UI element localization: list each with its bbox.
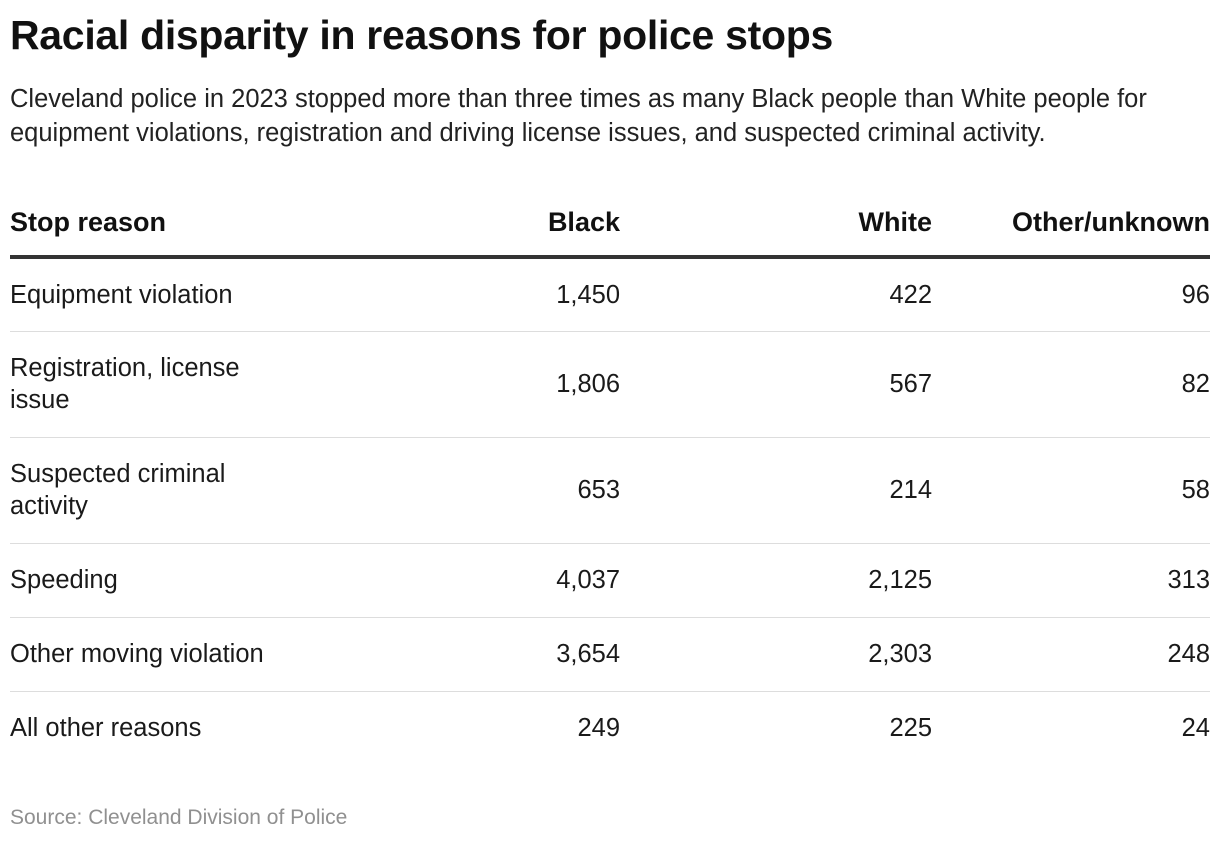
cell-black: 249	[577, 714, 620, 743]
table-row: Registration, license issue 1,806 567 82	[10, 331, 1210, 438]
cell-stop-reason: Speeding	[10, 543, 295, 618]
column-header-black: Black	[295, 190, 620, 259]
cell-white: 214	[620, 437, 932, 544]
cell-other-unknown: 24	[1181, 714, 1210, 743]
cell-stop-reason: Equipment violation	[10, 257, 295, 332]
cell-white: 225	[889, 714, 932, 743]
cell-black: 1,806	[295, 331, 620, 438]
cell-stop-reason: All other reasons	[10, 714, 202, 743]
cell-stop-reason: Other moving violation	[10, 617, 295, 692]
column-header-stop-reason: Stop reason	[10, 190, 295, 259]
cell-white: 2,303	[620, 617, 932, 692]
cell-other-unknown: 96	[932, 257, 1210, 332]
column-header-other-unknown: Other/unknown	[932, 190, 1210, 259]
cell-black: 1,450	[295, 257, 620, 332]
cell-white: 2,125	[620, 543, 932, 618]
cell-stop-reason: Registration, license issue	[10, 331, 295, 438]
column-header-white: White	[620, 190, 932, 259]
source-note: Source: Cleveland Division of Police	[10, 806, 348, 829]
cell-black: 4,037	[295, 543, 620, 618]
cell-stop-reason: Suspected criminal activity	[10, 437, 295, 544]
header-row: Stop reason Black White Other/unknown	[10, 190, 1210, 259]
cell-other-unknown: 248	[932, 617, 1210, 692]
cell-stop-reason-text: Suspected criminal activity	[10, 460, 226, 520]
cell-other-unknown: 82	[932, 331, 1210, 438]
table-row: Speeding 4,037 2,125 313	[10, 543, 1210, 618]
cell-other-unknown: 58	[932, 437, 1210, 544]
table-row: Equipment violation 1,450 422 96	[10, 257, 1210, 332]
chart-title: Racial disparity in reasons for police s…	[10, 12, 833, 58]
cell-black: 653	[295, 437, 620, 544]
table-row: Suspected criminal activity 653 214 58	[10, 437, 1210, 544]
cell-stop-reason-text: Registration, license issue	[10, 354, 240, 414]
chart-subtitle: Cleveland police in 2023 stopped more th…	[10, 85, 1147, 147]
table-row: Other moving violation 3,654 2,303 248	[10, 617, 1210, 692]
cell-black: 3,654	[295, 617, 620, 692]
cell-other-unknown: 313	[932, 543, 1210, 618]
table-row: All other reasons 249 225 24	[10, 691, 1210, 765]
cell-white: 567	[620, 331, 932, 438]
data-table: Stop reason Black White Other/unknown Eq…	[10, 190, 1210, 765]
cell-white: 422	[620, 257, 932, 332]
